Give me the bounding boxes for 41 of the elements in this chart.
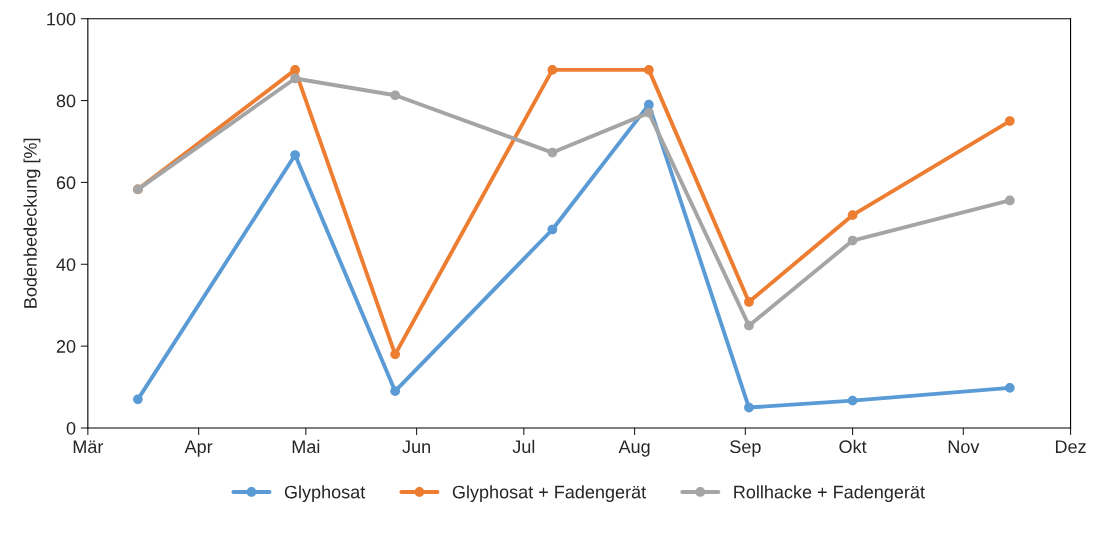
legend-label: Glyphosat + Fadengerät: [452, 485, 646, 503]
point: [1004, 195, 1015, 206]
point: [1004, 383, 1015, 393]
point: [847, 210, 858, 221]
y-tick-label: 0: [66, 421, 76, 435]
point: [744, 297, 754, 307]
point: [390, 349, 401, 360]
legend-label: Glyphosat: [284, 485, 366, 503]
y-tick-label: 60: [56, 176, 76, 190]
y-tick-label: 100: [47, 12, 76, 26]
point: [290, 73, 300, 84]
x-tick-label: Aug: [618, 440, 650, 457]
y-axis-title: Bodenbedeckung [%]: [23, 138, 41, 308]
point: [133, 394, 143, 405]
point: [547, 65, 558, 75]
x-tick-label: Dez: [1055, 440, 1086, 454]
y-tick-label: 80: [56, 94, 76, 108]
point: [847, 395, 858, 406]
x-tick-label: Okt: [839, 439, 867, 454]
point: [847, 235, 858, 246]
x-tick-label: Mai: [292, 439, 320, 454]
point: [744, 320, 754, 331]
x-tick-label: Jul: [512, 439, 535, 454]
x-tick-label: Apr: [184, 440, 213, 457]
x-tick-label: Mär: [73, 440, 104, 454]
point: [547, 147, 558, 158]
point: [1004, 116, 1015, 126]
point: [644, 108, 654, 118]
y-tick-label: 20: [56, 340, 76, 353]
point: [547, 224, 558, 235]
point: [290, 65, 300, 75]
x-tick-label: Nov: [948, 440, 980, 454]
x-tick-label: Jun: [402, 440, 430, 454]
point: [644, 65, 654, 75]
x-tick-label: Sep: [730, 440, 761, 457]
point: [744, 402, 754, 413]
point: [390, 90, 401, 101]
legend-label: Rollhacke + Fadengerät: [734, 485, 925, 503]
point: [290, 150, 300, 160]
y-tick-label: 40: [56, 258, 76, 272]
point: [390, 386, 401, 397]
